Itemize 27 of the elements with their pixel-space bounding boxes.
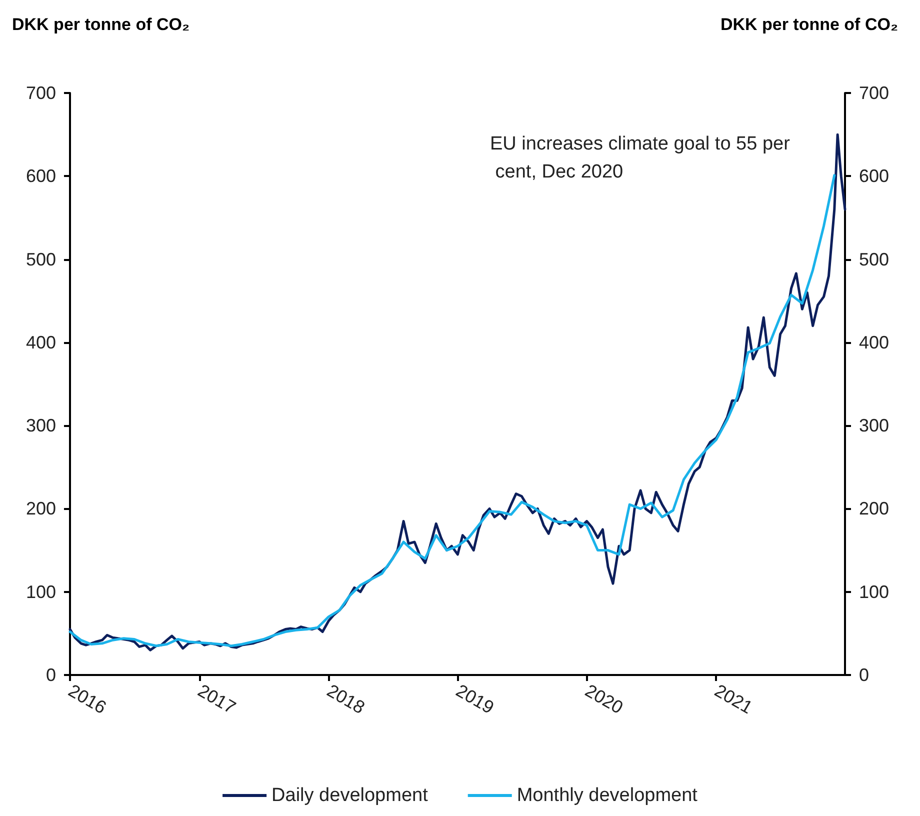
- y2-tick-label: 100: [859, 582, 890, 602]
- y-tick-label: 100: [26, 582, 56, 602]
- y2-axis-title: DKK per tonne of CO₂: [720, 15, 898, 34]
- y2-tick-label: 700: [859, 83, 890, 103]
- x-tick-label: 2018: [324, 680, 368, 718]
- y-tick-label: 500: [26, 249, 56, 270]
- y-tick-label: 400: [26, 332, 56, 352]
- y-tick-label: 300: [26, 416, 56, 436]
- y-tick-label: 200: [26, 498, 56, 519]
- y-tick-label: 700: [26, 83, 56, 103]
- x-tick-label: 2021: [711, 680, 756, 718]
- y2-tick-label: 0: [859, 665, 870, 685]
- y-tick-label: 0: [46, 665, 56, 685]
- x-tick-label: 2017: [194, 680, 240, 718]
- legend-label: Daily development: [272, 785, 429, 806]
- x-tick-label: 2019: [452, 680, 498, 718]
- legend-label: Monthly development: [516, 785, 698, 806]
- x-tick-label: 2016: [65, 680, 110, 718]
- annotation: EU increases climate goal to 55 per cent, Dec 2020: [490, 134, 791, 182]
- y2-tick-label: 200: [859, 498, 890, 519]
- y2-tick-label: 500: [859, 249, 890, 270]
- y-tick-label: 600: [26, 166, 56, 186]
- y2-tick-label: 400: [859, 332, 890, 352]
- y2-tick-label: 300: [859, 416, 890, 436]
- y2-tick-label: 600: [859, 166, 890, 186]
- x-tick-label: 2020: [582, 680, 626, 718]
- y-axis-title: DKK per tonne of CO₂: [12, 15, 190, 34]
